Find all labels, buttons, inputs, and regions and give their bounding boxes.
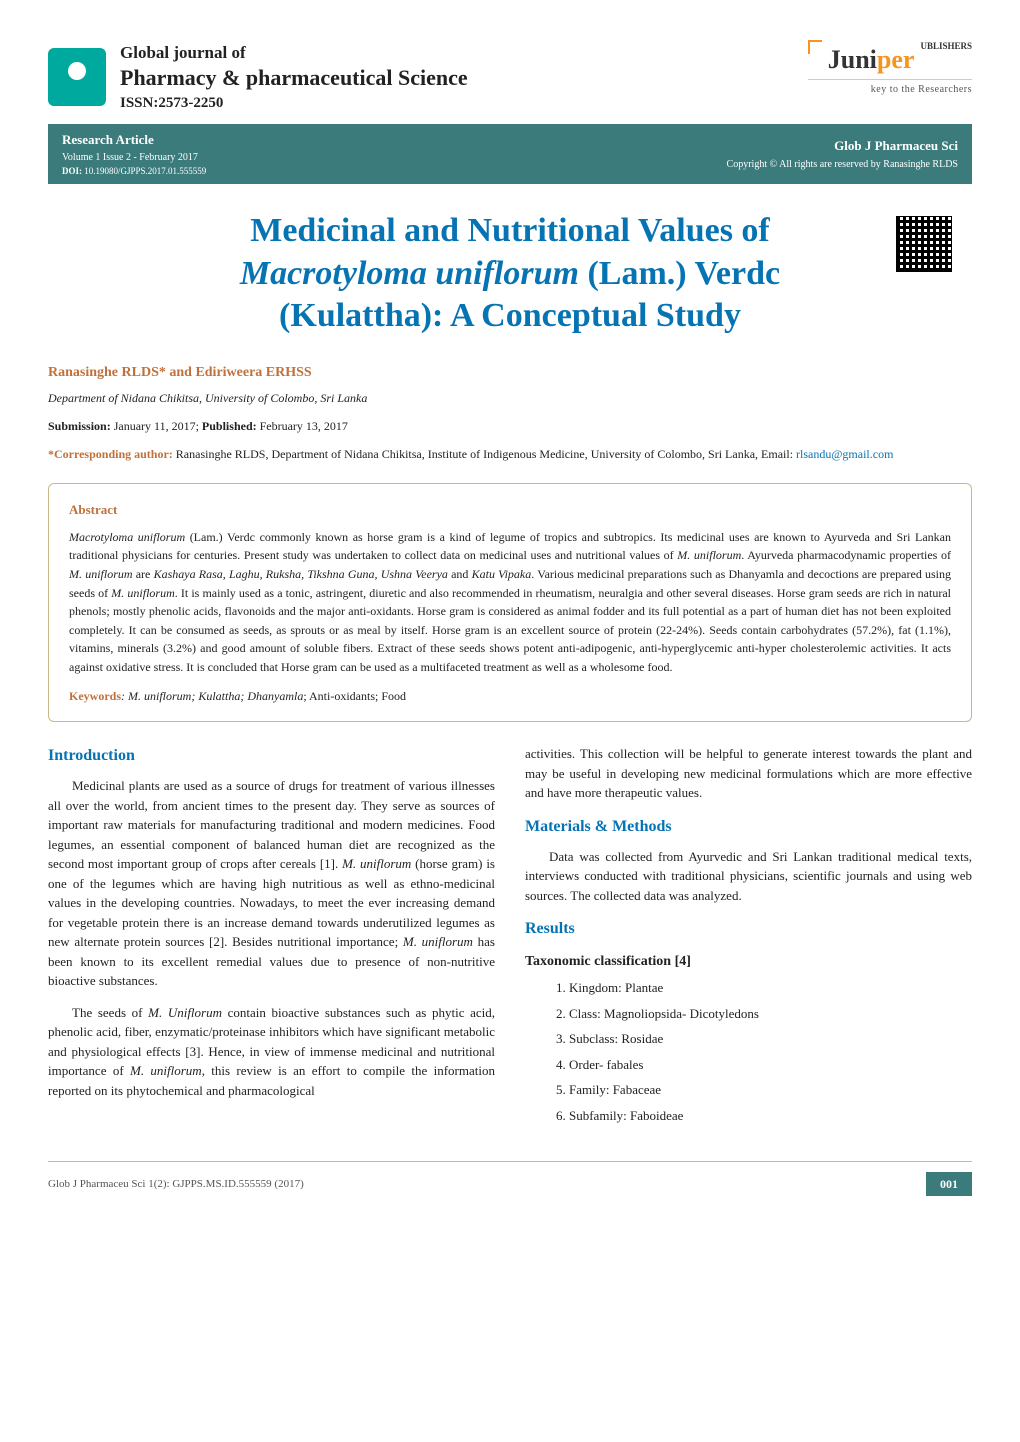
corresponding-email: rlsandu@gmail.com	[796, 447, 893, 461]
abstract-heading: Abstract	[69, 500, 951, 520]
keywords-ital: : M. uniflorum; Kulattha; Dhanyamla	[121, 689, 303, 703]
title-line2-ital: Macrotyloma uniflorum	[240, 255, 579, 292]
intro-continuation: activities. This collection will be help…	[525, 744, 972, 803]
ip2b: M. Uniflorum	[148, 1005, 222, 1020]
ip1b: M. uniflorum	[342, 856, 411, 871]
ab-k: M. uniflorum	[111, 586, 174, 600]
abstract-box: Abstract Macrotyloma uniflorum (Lam.) Ve…	[48, 483, 972, 722]
ab-l: . It is mainly used as a tonic, astringe…	[69, 586, 951, 674]
ip1d: M. uniflorum	[403, 934, 473, 949]
title-line1: Medicinal and Nutritional Values of	[250, 212, 770, 249]
results-heading: Results	[525, 917, 972, 941]
ab-g: Kashaya Rasa, Laghu, Ruksha, Tikshna Gun…	[154, 567, 448, 581]
ab-e: M. uniflorum	[69, 567, 133, 581]
intro-para2: The seeds of M. Uniflorum contain bioact…	[48, 1003, 495, 1101]
journal-block: Global journal of Pharmacy & pharmaceuti…	[48, 40, 468, 114]
issn: ISSN:2573-2250	[120, 92, 468, 115]
authors: Ranasinghe RLDS* and Ediriweera ERHSS	[48, 362, 972, 383]
ab-d: . Ayurveda pharmacodynamic properties of	[741, 548, 951, 562]
published-label: Published:	[202, 419, 257, 433]
copyright: Copyright © All rights are reserved by R…	[727, 159, 958, 170]
keywords-rest: ; Anti-oxidants; Food	[303, 689, 406, 703]
meta-left: Research Article Volume 1 Issue 2 - Febr…	[62, 130, 206, 178]
volume-issue: Volume 1 Issue 2 - February 2017	[62, 150, 206, 165]
ab-c: M. uniflorum	[677, 548, 741, 562]
keywords-label: Keywords	[69, 689, 121, 703]
publisher-tagline: key to the Researchers	[808, 79, 972, 97]
taxonomy-heading: Taxonomic classification [4]	[525, 951, 972, 972]
keywords: Keywords: M. uniflorum; Kulattha; Dhanya…	[69, 687, 951, 706]
corresponding-author: *Corresponding author: Ranasinghe RLDS, …	[48, 445, 972, 463]
page-number: 001	[926, 1172, 972, 1196]
meta-bar: Research Article Volume 1 Issue 2 - Febr…	[48, 124, 972, 184]
ab-f: are	[133, 567, 154, 581]
introduction-heading: Introduction	[48, 744, 495, 768]
intro-para1: Medicinal plants are used as a source of…	[48, 776, 495, 991]
doi-label: DOI:	[62, 166, 82, 176]
tax-item: Kingdom: Plantae	[569, 978, 972, 998]
journal-short: Glob J Pharmaceu Sci	[727, 136, 958, 156]
tax-item: Class: Magnoliopsida- Dicotyledons	[569, 1004, 972, 1024]
publisher-name: Juniper UBLISHERS	[808, 40, 972, 79]
materials-methods-heading: Materials & Methods	[525, 815, 972, 839]
body-columns: Introduction Medicinal plants are used a…	[48, 744, 972, 1131]
ab-h: and	[448, 567, 472, 581]
doi-value: 10.19080/GJPPS.2017.01.555559	[84, 166, 206, 176]
title-line3: (Kulattha): A Conceptual Study	[279, 297, 741, 334]
journal-logo-icon	[48, 48, 106, 106]
published-value: February 13, 2017	[257, 419, 348, 433]
materials-methods-body: Data was collected from Ayurvedic and Sr…	[525, 847, 972, 906]
abstract-body: Macrotyloma uniflorum (Lam.) Verdc commo…	[69, 528, 951, 677]
qr-code-icon	[896, 216, 952, 272]
ab-a: Macrotyloma uniflorum	[69, 530, 185, 544]
publisher-name-b: per	[877, 45, 914, 74]
ab-i: Katu Vipaka	[472, 567, 532, 581]
tax-item: Family: Fabaceae	[569, 1080, 972, 1100]
header-row: Global journal of Pharmacy & pharmaceuti…	[48, 40, 972, 114]
ip2a: The seeds of	[72, 1005, 148, 1020]
dates: Submission: January 11, 2017; Published:…	[48, 417, 972, 435]
journal-text: Global journal of Pharmacy & pharmaceuti…	[120, 40, 468, 114]
tax-item: Order- fabales	[569, 1055, 972, 1075]
publisher-name-a: Juni	[828, 45, 877, 74]
article-type: Research Article	[62, 130, 206, 150]
meta-right: Glob J Pharmaceu Sci Copyright © All rig…	[727, 136, 958, 172]
bracket-icon	[808, 40, 822, 54]
article-title: Medicinal and Nutritional Values of Macr…	[108, 210, 912, 338]
ip2d: M. uniflorum	[130, 1063, 202, 1078]
publisher-logo: Juniper UBLISHERS key to the Researchers	[808, 40, 972, 97]
tax-item: Subfamily: Faboideae	[569, 1106, 972, 1126]
column-left: Introduction Medicinal plants are used a…	[48, 744, 495, 1131]
footer-citation: Glob J Pharmaceu Sci 1(2): GJPPS.MS.ID.5…	[48, 1176, 304, 1193]
page: Global journal of Pharmacy & pharmaceuti…	[0, 0, 1020, 1226]
footer: Glob J Pharmaceu Sci 1(2): GJPPS.MS.ID.5…	[48, 1161, 972, 1196]
column-right: activities. This collection will be help…	[525, 744, 972, 1131]
affiliation: Department of Nidana Chikitsa, Universit…	[48, 389, 972, 407]
title-block: Medicinal and Nutritional Values of Macr…	[108, 210, 912, 338]
corresponding-label: *Corresponding author:	[48, 447, 173, 461]
taxonomy-list: Kingdom: Plantae Class: Magnoliopsida- D…	[569, 978, 972, 1125]
submission-label: Submission:	[48, 419, 111, 433]
doi-line: DOI: 10.19080/GJPPS.2017.01.555559	[62, 165, 206, 179]
journal-line1: Global journal of	[120, 40, 468, 66]
authors-block: Ranasinghe RLDS* and Ediriweera ERHSS De…	[48, 362, 972, 463]
journal-line2: Pharmacy & pharmaceutical Science	[120, 66, 468, 90]
corresponding-text: Ranasinghe RLDS, Department of Nidana Ch…	[173, 447, 796, 461]
tax-item: Subclass: Rosidae	[569, 1029, 972, 1049]
submission-value: January 11, 2017;	[111, 419, 202, 433]
title-line2-rest: (Lam.) Verdc	[579, 255, 780, 292]
publisher-suffix: UBLISHERS	[920, 41, 972, 51]
